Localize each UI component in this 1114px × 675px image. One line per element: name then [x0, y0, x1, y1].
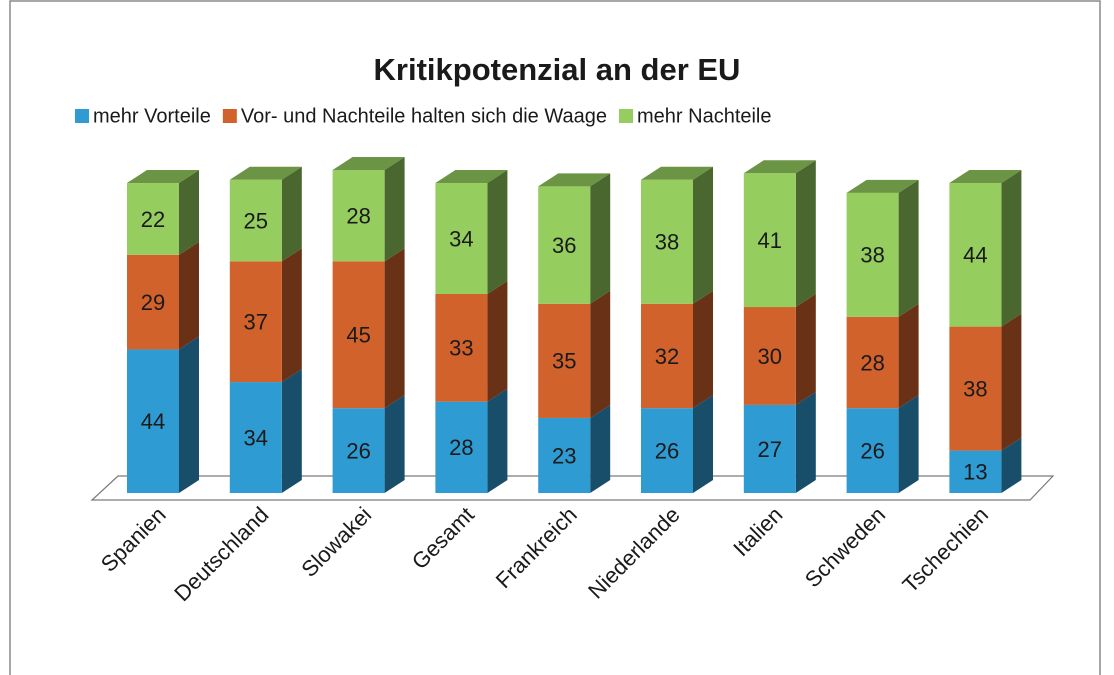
bar-top [846, 179, 919, 193]
chart-title: Kritikpotenzial an der EU [374, 52, 741, 87]
bar-side [487, 388, 508, 493]
bar [743, 173, 796, 308]
bar-side [693, 395, 713, 493]
bar [332, 170, 385, 262]
bar [229, 179, 282, 262]
legend-swatch [619, 109, 633, 123]
legend-label: mehr Vorteile [93, 105, 211, 127]
bar [332, 261, 385, 409]
bar [846, 408, 899, 493]
bar-side [384, 157, 405, 262]
bar [538, 186, 591, 304]
bar-side [487, 170, 508, 294]
data-label: 13 [963, 460, 987, 485]
data-label: 38 [963, 376, 987, 401]
legend-swatch [75, 109, 89, 123]
bar-side [795, 160, 816, 308]
data-label: 32 [655, 344, 679, 369]
bar-top [229, 166, 302, 180]
bar [846, 316, 899, 409]
data-label: 25 [244, 208, 268, 233]
bar-top [332, 157, 405, 170]
bar [641, 408, 693, 493]
data-label: 36 [552, 233, 576, 258]
bar [743, 307, 796, 405]
data-label: 41 [758, 228, 782, 253]
bar-side [281, 369, 302, 493]
bar-side [795, 294, 816, 405]
bar-side [590, 290, 611, 418]
bar-side [487, 280, 508, 402]
data-label: 37 [244, 310, 268, 335]
data-label: 44 [963, 243, 987, 268]
bar [743, 404, 796, 493]
bar-top [538, 173, 611, 187]
bar [332, 408, 385, 493]
bar [641, 303, 693, 409]
bar-side [898, 395, 919, 493]
bar-side [898, 179, 919, 317]
bar-side [179, 170, 199, 255]
bar [949, 450, 1002, 493]
data-label: 26 [860, 438, 884, 463]
bar-side [179, 241, 199, 350]
legend: mehr Vorteile Vor- und Nachteile halten s… [75, 105, 772, 127]
data-label: 34 [244, 425, 268, 450]
bar-side [384, 248, 405, 409]
bar [538, 303, 591, 418]
data-label: 45 [346, 323, 370, 348]
data-label: 22 [141, 207, 165, 232]
bar-top [743, 160, 816, 174]
data-label: 28 [449, 435, 473, 460]
bar-top [127, 170, 199, 184]
data-label: 38 [860, 243, 884, 268]
legend-label: Vor- und Nachteile halten sich die Waage [241, 105, 607, 127]
data-label: 35 [552, 349, 576, 374]
bar [435, 183, 488, 294]
bar [229, 382, 282, 493]
bar-side [1001, 437, 1022, 493]
bar [435, 401, 488, 493]
bar [127, 183, 179, 255]
bar [435, 293, 488, 402]
data-label: 30 [758, 344, 782, 369]
bar [538, 417, 591, 493]
bar [127, 254, 179, 350]
data-label: 38 [655, 230, 679, 255]
bar-side [693, 290, 713, 409]
bar-side [795, 391, 816, 493]
bar-side [1001, 313, 1022, 451]
bar [949, 326, 1002, 451]
bar [949, 183, 1002, 327]
data-label: 26 [346, 438, 370, 463]
data-label: 27 [758, 437, 782, 462]
data-label: 44 [141, 409, 165, 434]
bar-side [693, 166, 713, 304]
data-label: 28 [346, 203, 370, 228]
legend-label: mehr Nachteile [637, 105, 772, 127]
data-label: 34 [449, 226, 473, 251]
bar-side [898, 303, 919, 409]
data-label: 33 [449, 336, 473, 361]
bar-side [179, 336, 199, 493]
data-label: 29 [141, 290, 165, 315]
bar-top [949, 170, 1022, 184]
bar-side [281, 166, 302, 262]
legend-swatch [222, 109, 237, 123]
bar-top [641, 166, 713, 180]
bar-side [384, 395, 405, 493]
bar [127, 349, 179, 493]
bar [229, 261, 282, 383]
bar-side [281, 248, 302, 383]
bar [846, 192, 899, 317]
data-label: 28 [860, 350, 884, 375]
data-label: 23 [552, 443, 576, 468]
data-label: 26 [655, 438, 679, 463]
bar [641, 179, 693, 304]
bar-top [435, 170, 508, 184]
bar-side [590, 173, 611, 304]
bar-side [590, 404, 611, 493]
bar-side [1001, 170, 1022, 327]
